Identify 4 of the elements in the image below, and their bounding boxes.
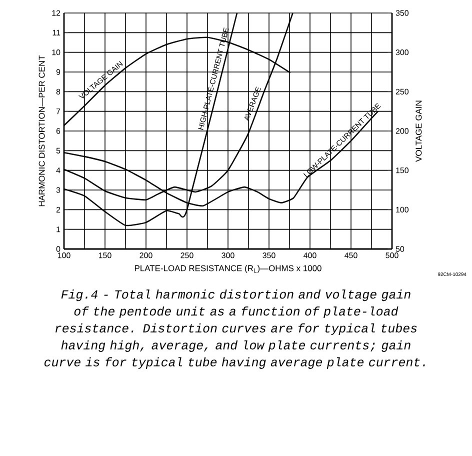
- caption: Fig.4 - Total harmonic distortion and voltage gain of the pentode unit as a function of plate-load resistance. Distortion curves are for typical tubes having high, average, and low plate currents; gain curve is for typical tube having average plate current.: [44, 290, 425, 369]
- x-axis-title: PLATE-LOAD RESISTANCE (R$_{L}$)—OHMS x 1000: [134, 264, 322, 273]
- y-axis-title: HARMONIC DISTORTION—PER CENT: [38, 55, 45, 206]
- y2-axis-title: VOLTAGE GAIN: [416, 100, 422, 162]
